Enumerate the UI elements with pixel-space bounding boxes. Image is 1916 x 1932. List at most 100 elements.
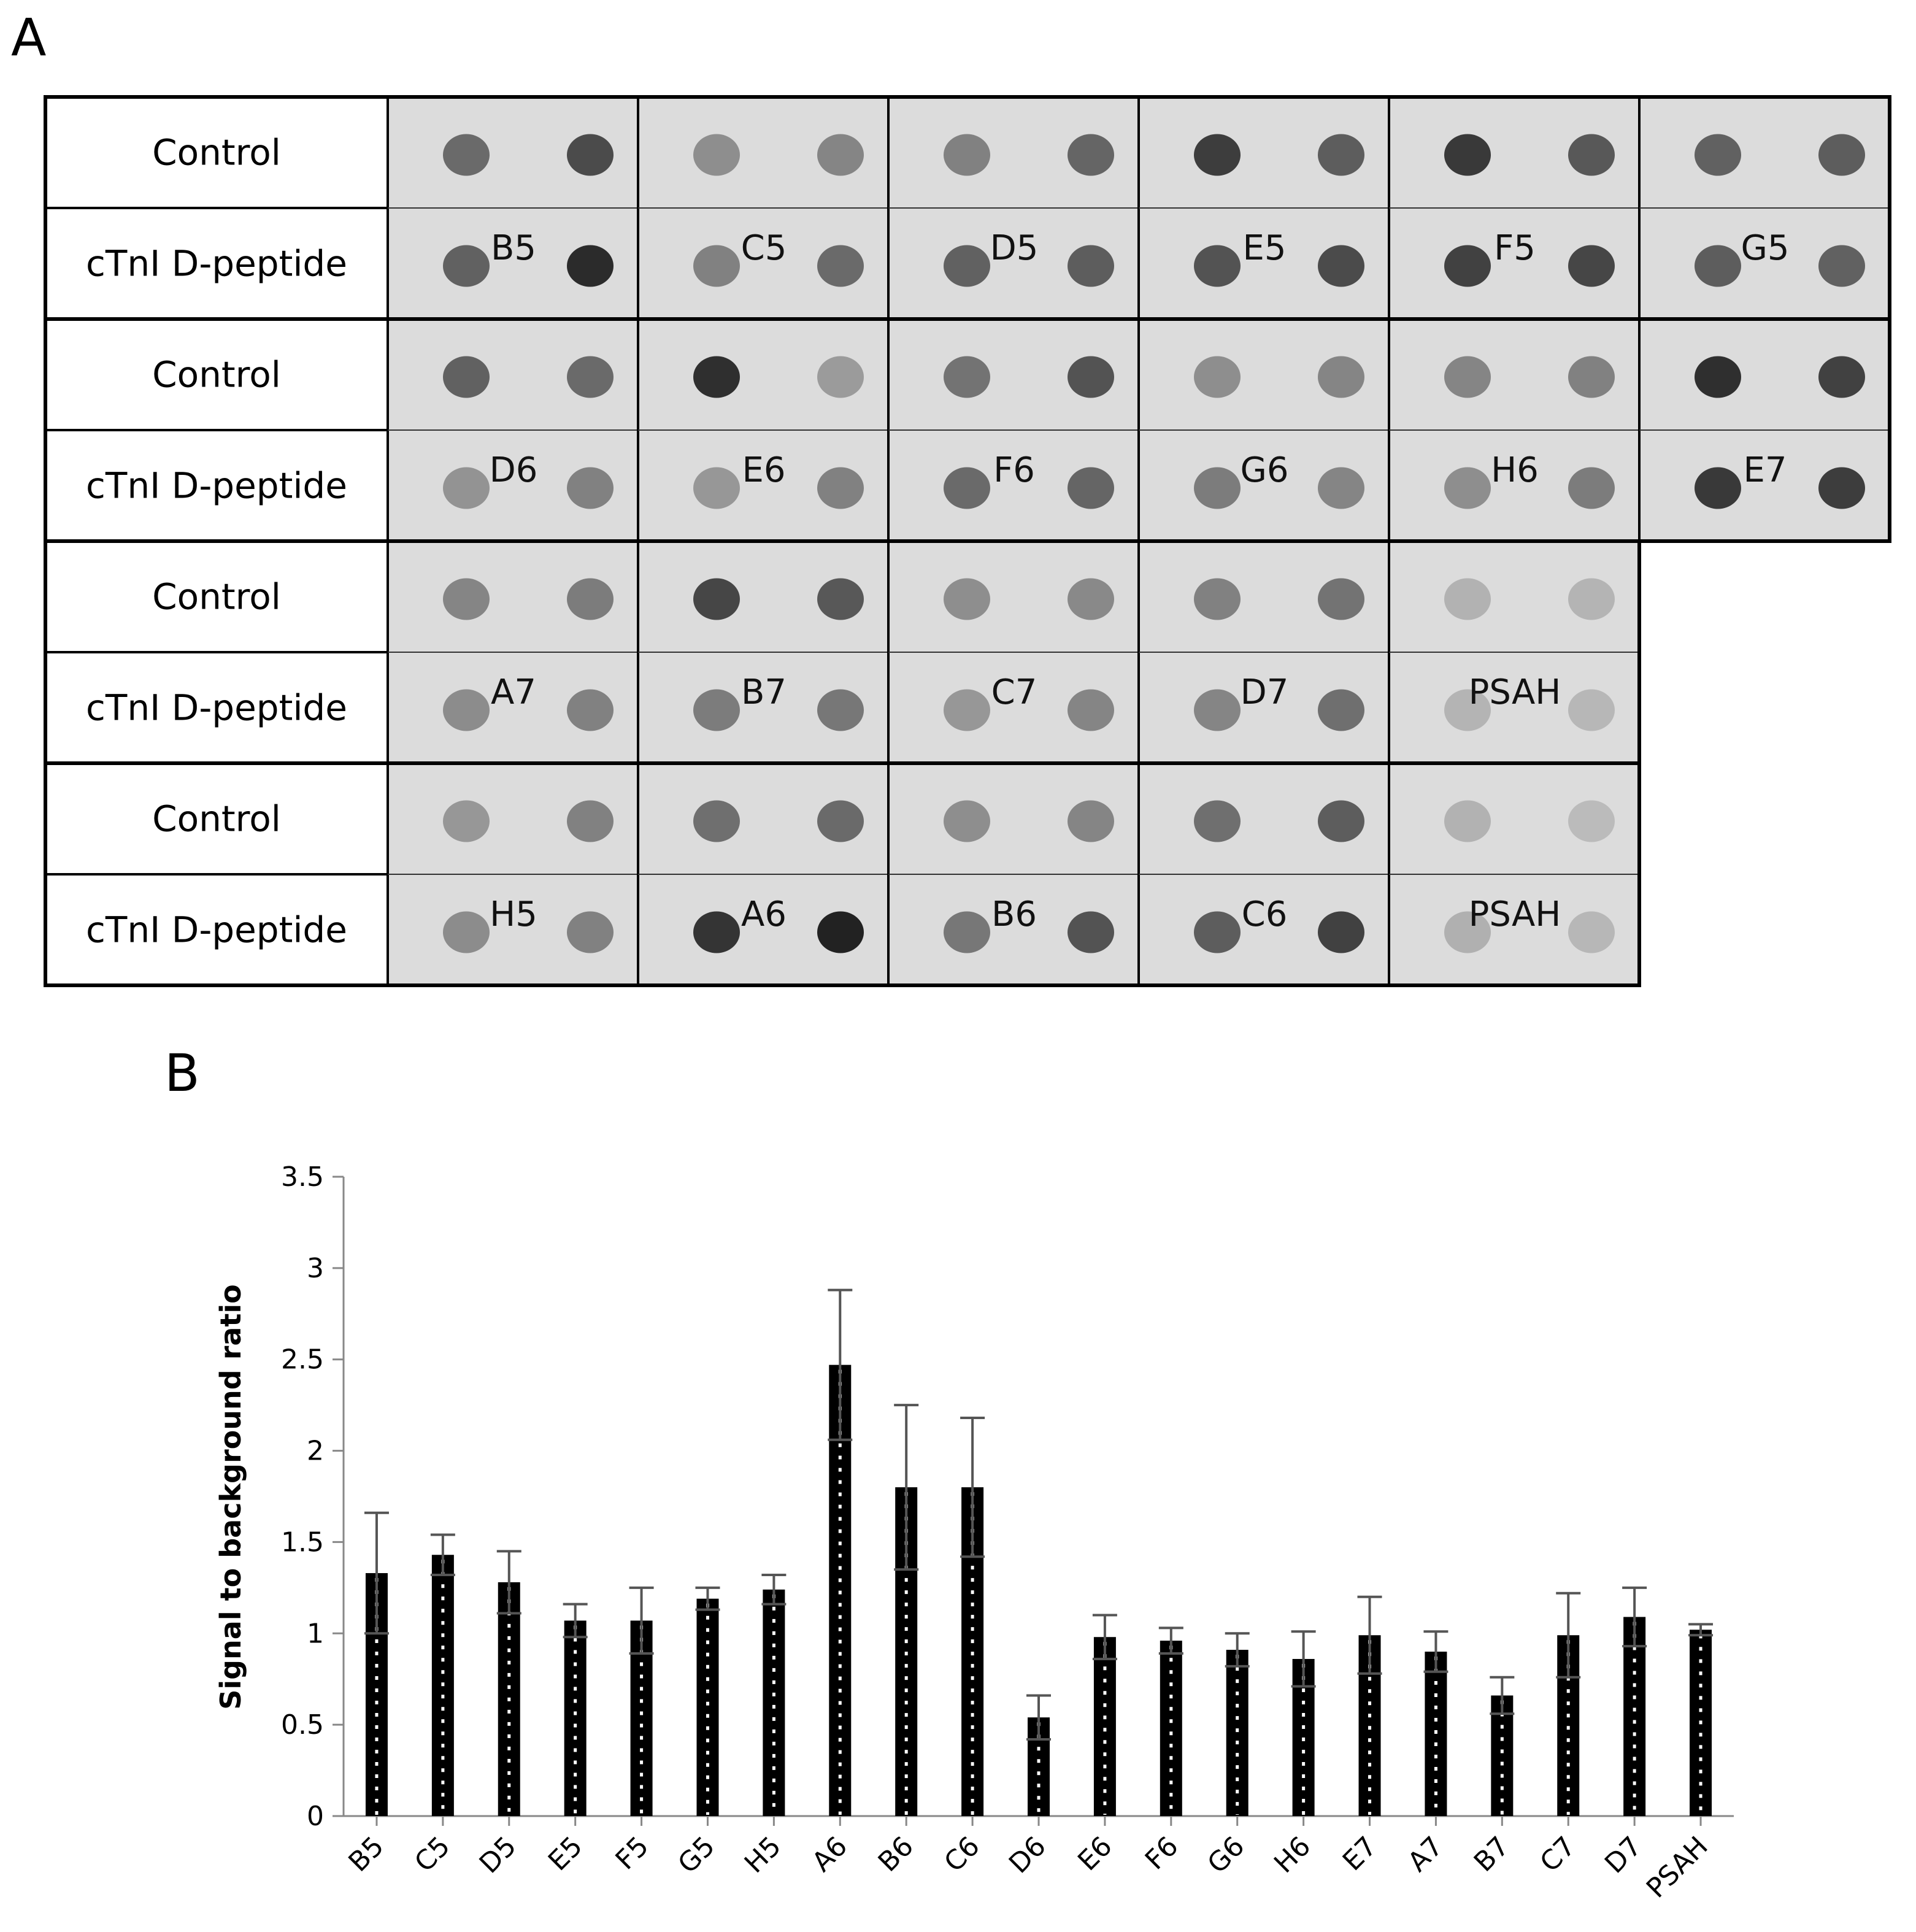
block-frame — [44, 761, 1641, 987]
blot-cell: B6 — [887, 762, 1140, 987]
peptide-dot — [1194, 689, 1241, 731]
blot-label: E5 — [1242, 228, 1286, 268]
peptide-dot — [944, 467, 990, 509]
blot-label: D6 — [490, 450, 538, 490]
peptide-dot — [567, 245, 614, 287]
control-dot — [1318, 356, 1364, 398]
control-dot — [1695, 134, 1741, 176]
blot-cell: D7 — [1137, 540, 1390, 764]
peptide-dot — [693, 911, 740, 953]
peptide-dot — [1444, 911, 1491, 953]
row-label-peptide: cTnI D-peptide — [86, 687, 347, 729]
peptide-dot — [1568, 911, 1615, 953]
peptide-dot — [944, 245, 990, 287]
peptide-dot — [817, 467, 864, 509]
x-tick-label: G5 — [672, 1831, 721, 1880]
blot-label: A6 — [741, 895, 787, 934]
peptide-dot — [693, 245, 740, 287]
row-label-control: Control — [152, 798, 281, 840]
blot-label: PSAH — [1469, 895, 1561, 934]
peptide-dot — [817, 245, 864, 287]
control-dot — [944, 134, 990, 176]
x-tick-label: E5 — [542, 1831, 589, 1877]
blot-cell: C5 — [637, 96, 890, 320]
y-axis-label: Signal to background ratio — [214, 1284, 247, 1710]
y-tick-label: 0 — [307, 1801, 324, 1832]
blot-cell: PSAH — [1388, 540, 1641, 764]
blot-block: Control cTnI D-peptide A7 B7 C7 D7 PSAH — [44, 539, 1641, 765]
blot-cell: A6 — [637, 762, 890, 987]
blot-label: G5 — [1741, 228, 1789, 268]
row-label-control: Control — [152, 576, 281, 618]
x-tick-label: C5 — [409, 1831, 456, 1879]
peptide-dot — [1068, 911, 1114, 953]
peptide-dot — [1194, 245, 1241, 287]
blot-cell: C7 — [887, 540, 1140, 764]
control-dot — [1194, 578, 1241, 620]
peptide-dot — [1444, 467, 1491, 509]
control-dot — [817, 578, 864, 620]
peptide-dot — [1818, 245, 1865, 287]
blot-label: C5 — [741, 228, 787, 268]
blot-label: H6 — [1491, 450, 1539, 490]
blot-cell: G6 — [1137, 318, 1390, 542]
blot-cell: H5 — [387, 762, 639, 987]
plot-area: 0 0.5 1 1.5 2 2.5 3 3.5 B5 C5 D5 E5 F5 G5 H5 A6 B6 C6 D6 E6… — [281, 1161, 1734, 1904]
blot-label: F6 — [993, 450, 1035, 490]
blot-label: E6 — [742, 450, 785, 490]
control-dot — [1318, 800, 1364, 842]
control-dot — [1568, 134, 1615, 176]
peptide-dot — [1318, 245, 1364, 287]
blot-cell: B7 — [637, 540, 890, 764]
peptide-dot — [567, 689, 614, 731]
row-label-peptide: cTnI D-peptide — [86, 243, 347, 285]
control-dot — [1068, 800, 1114, 842]
control-dot — [1444, 578, 1491, 620]
control-dot — [1194, 134, 1241, 176]
y-tick-label: 3 — [307, 1253, 324, 1284]
peptide-dot — [443, 689, 490, 731]
x-tick-label: D5 — [474, 1831, 523, 1880]
x-tick-label: A7 — [1402, 1831, 1449, 1878]
blot-label: D5 — [990, 228, 1039, 268]
blot-cell: G5 — [1638, 96, 1891, 320]
y-tick-label: 1.5 — [281, 1526, 324, 1558]
control-dot — [817, 800, 864, 842]
blot-cell: D5 — [887, 96, 1140, 320]
row-label-cell — [44, 207, 389, 320]
panel-b: B Signal to background ratio 0 0.5 1 1.5 2 2.… — [164, 1043, 1734, 1904]
blot-cell: PSAH — [1388, 762, 1641, 987]
blot-label: H5 — [490, 895, 537, 934]
x-tick-label: E6 — [1072, 1831, 1118, 1877]
blot-cell: F6 — [887, 318, 1140, 542]
blot-label: PSAH — [1469, 672, 1561, 712]
blot-label: D7 — [1241, 672, 1289, 712]
control-dot — [567, 134, 614, 176]
control-dot — [567, 578, 614, 620]
control-dot — [1695, 356, 1741, 398]
control-dot — [1318, 578, 1364, 620]
control-dot — [567, 800, 614, 842]
peptide-dot — [1568, 245, 1615, 287]
peptide-dot — [443, 467, 490, 509]
blot-cell: E6 — [637, 318, 890, 542]
peptide-dot — [817, 689, 864, 731]
peptide-dot — [1068, 689, 1114, 731]
control-dot — [567, 356, 614, 398]
blot-cell: A7 — [387, 540, 639, 764]
control-dot — [443, 356, 490, 398]
panel-a-letter: A — [11, 7, 46, 67]
peptide-dot — [944, 911, 990, 953]
blot-label: C7 — [991, 672, 1037, 712]
control-dot — [1818, 356, 1865, 398]
x-tick-label: H5 — [739, 1831, 787, 1879]
control-dot — [1318, 134, 1364, 176]
row-label-cell — [44, 873, 389, 987]
control-dot — [443, 134, 490, 176]
blot-cell: H6 — [1388, 318, 1641, 542]
peptide-dot — [1068, 245, 1114, 287]
control-dot — [1068, 578, 1114, 620]
control-dot — [1068, 356, 1114, 398]
